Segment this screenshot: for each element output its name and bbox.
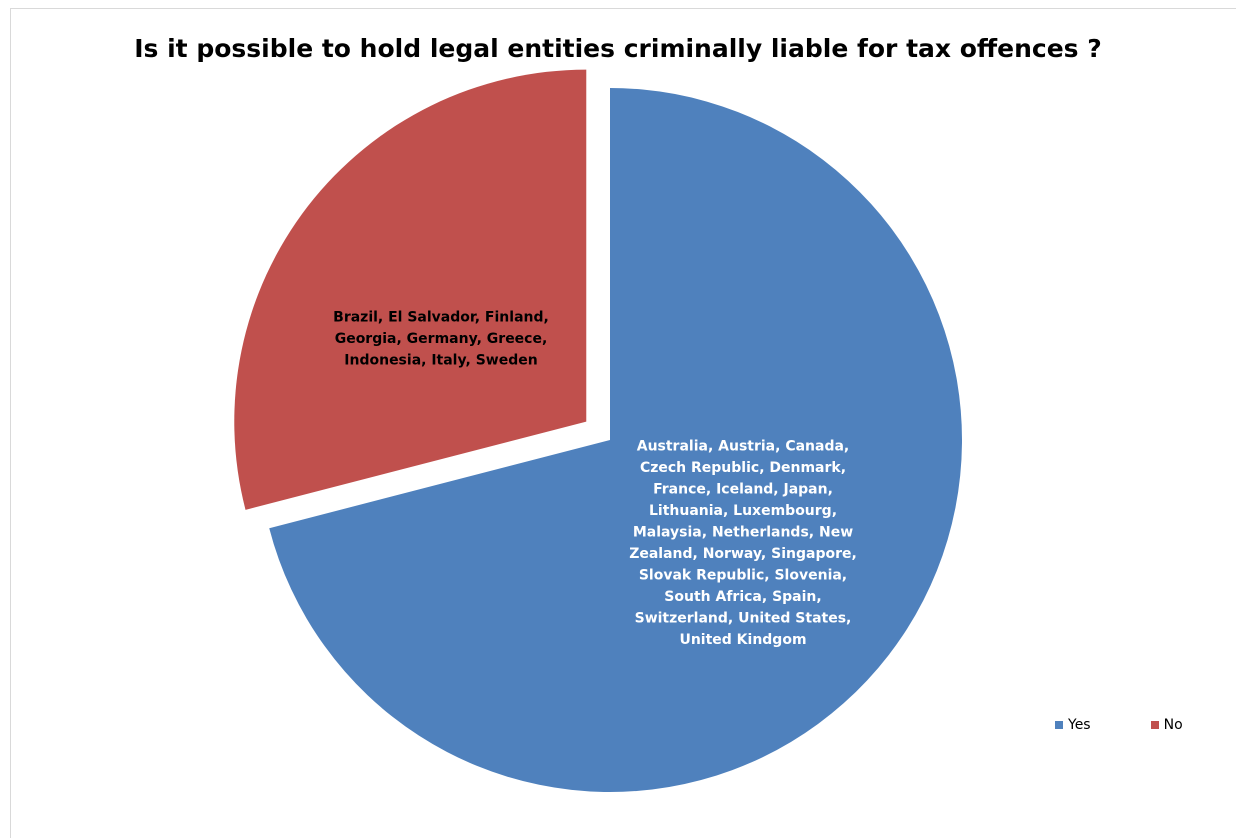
pie-slice-no bbox=[234, 69, 587, 510]
pie-slice-yes bbox=[269, 88, 963, 793]
data-label-yes: Australia, Austria, Canada, Czech Republi… bbox=[629, 438, 857, 648]
pie-chart: Australia, Austria, Canada, Czech Republi… bbox=[234, 69, 963, 793]
data-label-line: Slovak Republic, Slovenia, bbox=[639, 567, 847, 583]
legend-swatch-yes bbox=[1055, 721, 1063, 729]
data-label-line: Malaysia, Netherlands, New bbox=[633, 524, 853, 540]
chart-legend: Yes No bbox=[1055, 717, 1183, 733]
data-label-line: France, Iceland, Japan, bbox=[653, 481, 833, 497]
legend-swatch-no bbox=[1150, 721, 1159, 729]
data-label-line: Georgia, Germany, Greece, bbox=[335, 331, 548, 347]
data-label-no: Brazil, El Salvador, Finland, Georgia, Ge… bbox=[333, 310, 549, 369]
data-label-line: Zealand, Norway, Singapore, bbox=[629, 546, 857, 562]
legend-item-no: No bbox=[1150, 717, 1183, 733]
chart-frame bbox=[10, 8, 1236, 838]
data-label-line: Czech Republic, Denmark, bbox=[640, 460, 846, 476]
chart-title: Is it possible to hold legal entities cr… bbox=[134, 34, 1102, 63]
data-label-line: South Africa, Spain, bbox=[664, 589, 821, 605]
data-label-line: Switzerland, United States, bbox=[635, 610, 852, 626]
data-label-line: Indonesia, Italy, Sweden bbox=[344, 353, 537, 369]
data-label-line: Brazil, El Salvador, Finland, bbox=[333, 310, 549, 326]
legend-label-yes: Yes bbox=[1068, 717, 1091, 733]
legend-item-yes: Yes bbox=[1055, 717, 1091, 733]
data-label-line: United Kindgom bbox=[679, 632, 806, 648]
data-label-line: Australia, Austria, Canada, bbox=[637, 438, 850, 454]
data-label-line: Lithuania, Luxembourg, bbox=[649, 503, 837, 519]
legend-label-no: No bbox=[1163, 717, 1183, 733]
